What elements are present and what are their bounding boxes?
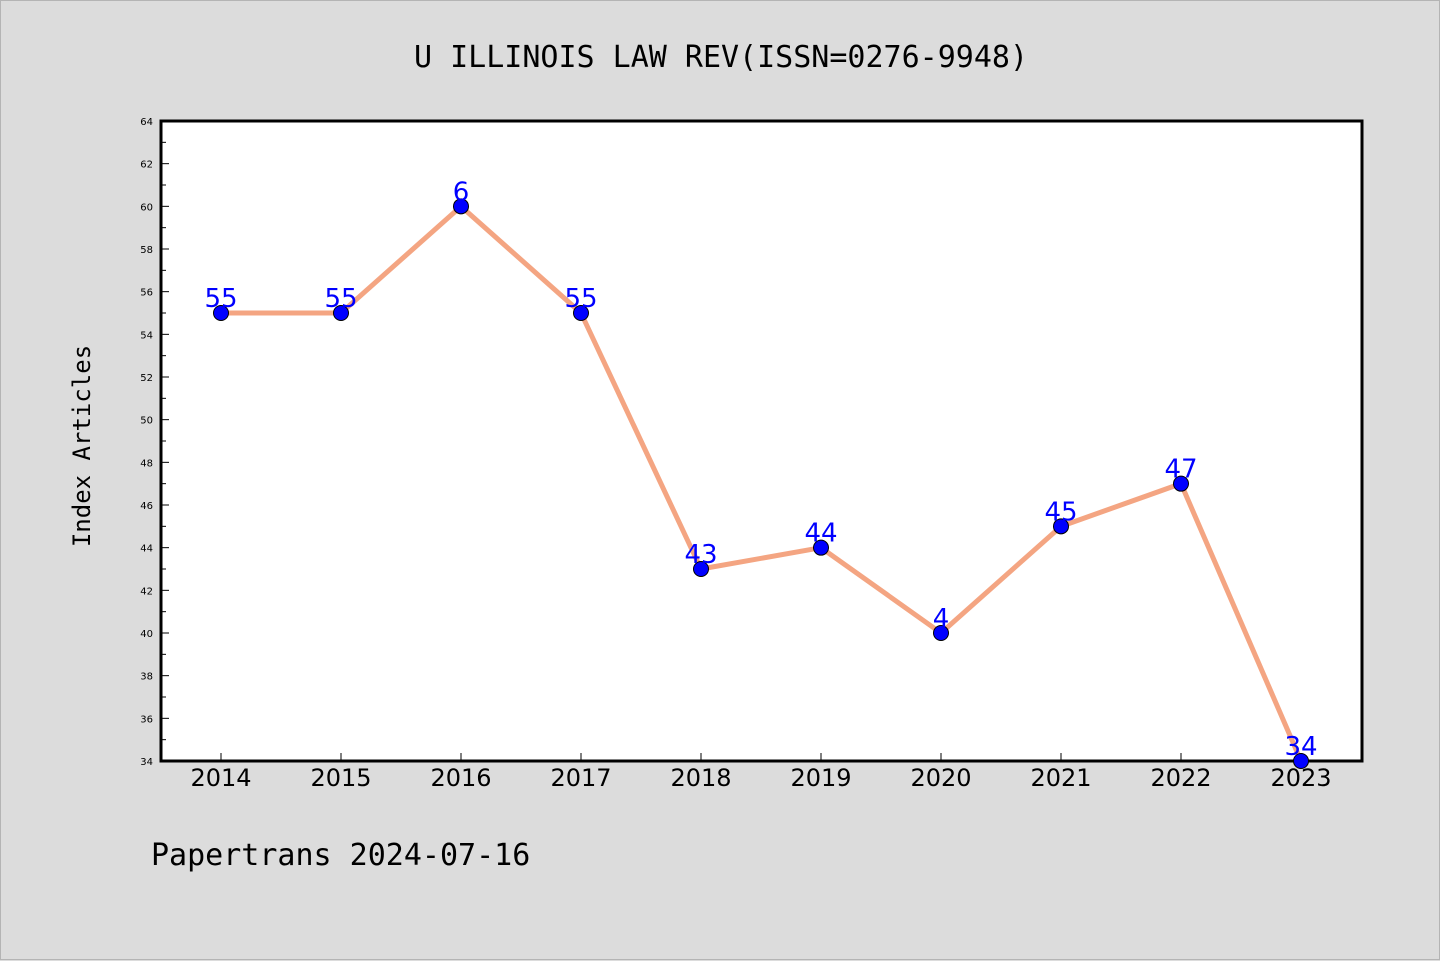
y-tick-label: 34: [140, 757, 153, 768]
y-tick-label: 64: [140, 117, 153, 128]
data-point: [573, 305, 589, 321]
y-tick-label: 42: [140, 586, 153, 597]
data-label: 6: [453, 177, 470, 207]
data-label: 55: [564, 284, 597, 314]
x-tick-label: 2020: [910, 764, 971, 792]
data-label: 34: [1284, 732, 1317, 762]
y-tick-label: 52: [140, 373, 153, 384]
y-tick-label: 54: [140, 330, 153, 341]
data-label: 44: [804, 519, 837, 549]
y-tick-label: 36: [140, 714, 153, 725]
data-label: 4: [933, 604, 950, 634]
data-point: [813, 539, 829, 556]
y-tick-label: 60: [140, 202, 153, 213]
x-tick-label: 2015: [310, 764, 371, 792]
data-label: 43: [684, 540, 717, 570]
data-label: 45: [1044, 497, 1077, 527]
data-point: [213, 305, 229, 321]
x-tick-label: 2019: [790, 764, 851, 792]
data-point: [693, 561, 709, 577]
data-label: 55: [324, 284, 357, 314]
x-tick-label: 2014: [190, 764, 251, 792]
data-point: [333, 305, 349, 321]
data-point: [453, 198, 469, 215]
x-tick-label: 2022: [1150, 764, 1211, 792]
y-tick-label: 48: [140, 458, 153, 469]
data-point: [933, 625, 949, 641]
y-axis-ticks: 34 36 38 40 42 44 46 48 50 52 54 56 58 60 62 64: [140, 117, 169, 768]
data-point: [1053, 518, 1069, 535]
y-tick-label: 38: [140, 672, 153, 683]
data-label: 55: [204, 284, 237, 314]
y-tick-label: 46: [140, 501, 153, 512]
y-tick-label: 56: [140, 288, 153, 299]
x-tick-label: 2017: [550, 764, 611, 792]
y-axis-label: Index Articles: [68, 345, 96, 547]
y-tick-label: 62: [140, 160, 153, 171]
data-point: [1173, 475, 1189, 492]
y-tick-label: 58: [140, 245, 153, 256]
series-line-group: [218, 203, 1304, 764]
y-tick-label: 40: [140, 629, 153, 640]
y-tick-label: 50: [140, 416, 153, 427]
series-line: [218, 203, 1304, 764]
data-point: [1293, 753, 1309, 769]
x-tick-label: 2016: [430, 764, 491, 792]
chart-title: U ILLINOIS LAW REV(ISSN=0276-9948): [414, 40, 1028, 75]
y-tick-label: 44: [140, 544, 153, 555]
footer-credit: Papertrans 2024-07-16: [151, 838, 530, 873]
x-tick-label: 2018: [670, 764, 731, 792]
plot-area: [159, 119, 1364, 763]
data-label: 47: [1164, 455, 1197, 485]
x-tick-label: 2021: [1030, 764, 1091, 792]
data-markers: [213, 198, 1309, 769]
